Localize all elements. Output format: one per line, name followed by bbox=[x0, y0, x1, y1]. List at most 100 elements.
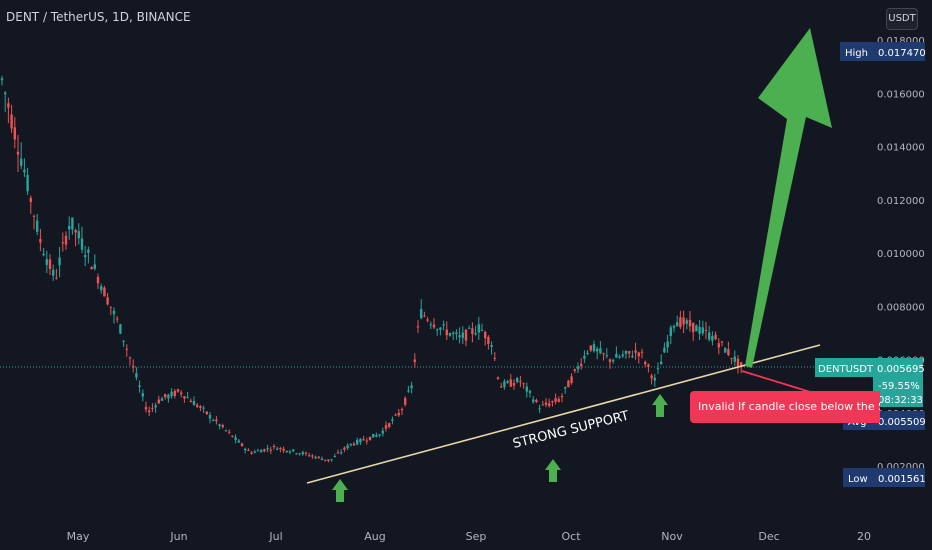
candle-body bbox=[68, 226, 71, 230]
candle-body bbox=[36, 220, 39, 232]
candle-body bbox=[602, 353, 605, 355]
candle-body bbox=[160, 398, 164, 401]
candle-body bbox=[336, 452, 340, 454]
candle-body bbox=[356, 439, 359, 445]
candle-body bbox=[631, 355, 634, 358]
candle-body bbox=[500, 386, 503, 388]
candle-body bbox=[701, 327, 704, 334]
candle-body bbox=[426, 319, 429, 321]
candle-body bbox=[650, 375, 653, 379]
candle-body bbox=[202, 407, 205, 409]
candle-body bbox=[240, 443, 244, 446]
x-tick-label: Sep bbox=[466, 530, 487, 543]
candle-body bbox=[580, 363, 583, 367]
candle-body bbox=[717, 343, 720, 348]
candle-body bbox=[237, 440, 240, 443]
svg-text:0.005509: 0.005509 bbox=[878, 417, 926, 428]
candle-body bbox=[669, 327, 672, 336]
candle-body bbox=[39, 239, 42, 243]
candle-body bbox=[32, 215, 36, 217]
candle-body bbox=[420, 308, 423, 319]
candle-body bbox=[148, 410, 151, 413]
candle-body bbox=[308, 455, 311, 457]
candle-body bbox=[400, 409, 404, 411]
svg-text:DENTUSDT: DENTUSDT bbox=[818, 364, 874, 375]
candle-body bbox=[432, 324, 436, 328]
y-tick-label: 0.008000 bbox=[877, 302, 925, 313]
candle-body bbox=[298, 453, 301, 455]
candle-body bbox=[20, 158, 23, 166]
candle-body bbox=[228, 431, 231, 433]
candle-body bbox=[407, 390, 410, 392]
candle-body bbox=[359, 438, 362, 443]
symbol-title: DENT / TetherUS, 1D, BINANCE bbox=[6, 10, 191, 24]
candle-body bbox=[516, 378, 519, 383]
candle-body bbox=[173, 391, 176, 396]
candle-body bbox=[724, 348, 727, 353]
candle-body bbox=[154, 405, 157, 408]
candle-body bbox=[493, 357, 496, 359]
candle-body bbox=[653, 377, 656, 381]
candle-body bbox=[55, 277, 58, 279]
candle-body bbox=[0, 78, 4, 81]
candle-body bbox=[509, 379, 512, 387]
candle-body bbox=[548, 403, 551, 406]
candle-body bbox=[496, 377, 500, 379]
candle-body bbox=[10, 114, 13, 129]
candle-body bbox=[394, 414, 397, 416]
candle-body bbox=[736, 358, 740, 367]
candle-body bbox=[231, 435, 234, 437]
candle-body bbox=[324, 459, 327, 461]
candle-body bbox=[452, 332, 455, 334]
currency-button[interactable]: USDT bbox=[886, 8, 918, 30]
candle-body bbox=[567, 380, 570, 388]
candle-body bbox=[391, 419, 394, 421]
candle-body bbox=[490, 344, 493, 348]
candle-body bbox=[77, 231, 80, 239]
candle-body bbox=[218, 424, 221, 427]
low-price-tag: Low 0.001561 bbox=[843, 468, 926, 487]
candle-body bbox=[605, 355, 608, 357]
candle-body bbox=[180, 392, 183, 395]
candle-body bbox=[455, 332, 458, 334]
candle-body bbox=[541, 404, 544, 406]
candle-body bbox=[458, 335, 461, 338]
candle-body bbox=[551, 401, 554, 403]
candle-body bbox=[234, 437, 237, 440]
candle-body bbox=[413, 359, 416, 362]
candle-body bbox=[263, 449, 266, 452]
candle-body bbox=[7, 103, 10, 108]
candle-body bbox=[282, 448, 285, 451]
x-tick-label: Dec bbox=[758, 530, 779, 543]
candle-body bbox=[244, 448, 247, 451]
candle-body bbox=[672, 325, 676, 328]
high-price-tag: High 0.017470 bbox=[840, 42, 926, 61]
candle-body bbox=[144, 407, 148, 410]
candle-body bbox=[183, 396, 186, 399]
candle-body bbox=[471, 328, 474, 335]
candle-body bbox=[61, 242, 64, 244]
candle-body bbox=[122, 340, 125, 342]
candle-body bbox=[16, 151, 20, 155]
candle-body bbox=[410, 385, 413, 389]
candle-body bbox=[685, 320, 688, 324]
candle-body bbox=[189, 400, 192, 403]
candle-body bbox=[554, 398, 557, 402]
candle-body bbox=[208, 414, 212, 419]
candle-body bbox=[276, 448, 279, 450]
candle-body bbox=[212, 420, 215, 422]
candle-body bbox=[727, 349, 730, 356]
candle-body bbox=[90, 267, 93, 270]
candle-body bbox=[660, 361, 663, 365]
candle-body bbox=[596, 348, 599, 352]
candle-body bbox=[740, 362, 743, 367]
candle-body bbox=[448, 333, 452, 336]
candle-body bbox=[698, 326, 701, 334]
candle-body bbox=[519, 381, 522, 383]
candle-body bbox=[269, 449, 272, 451]
target-arrow-icon bbox=[745, 28, 832, 368]
candle-body bbox=[618, 356, 621, 358]
candle-body bbox=[404, 398, 407, 405]
candle-body bbox=[132, 365, 135, 368]
candle-body bbox=[564, 386, 567, 389]
